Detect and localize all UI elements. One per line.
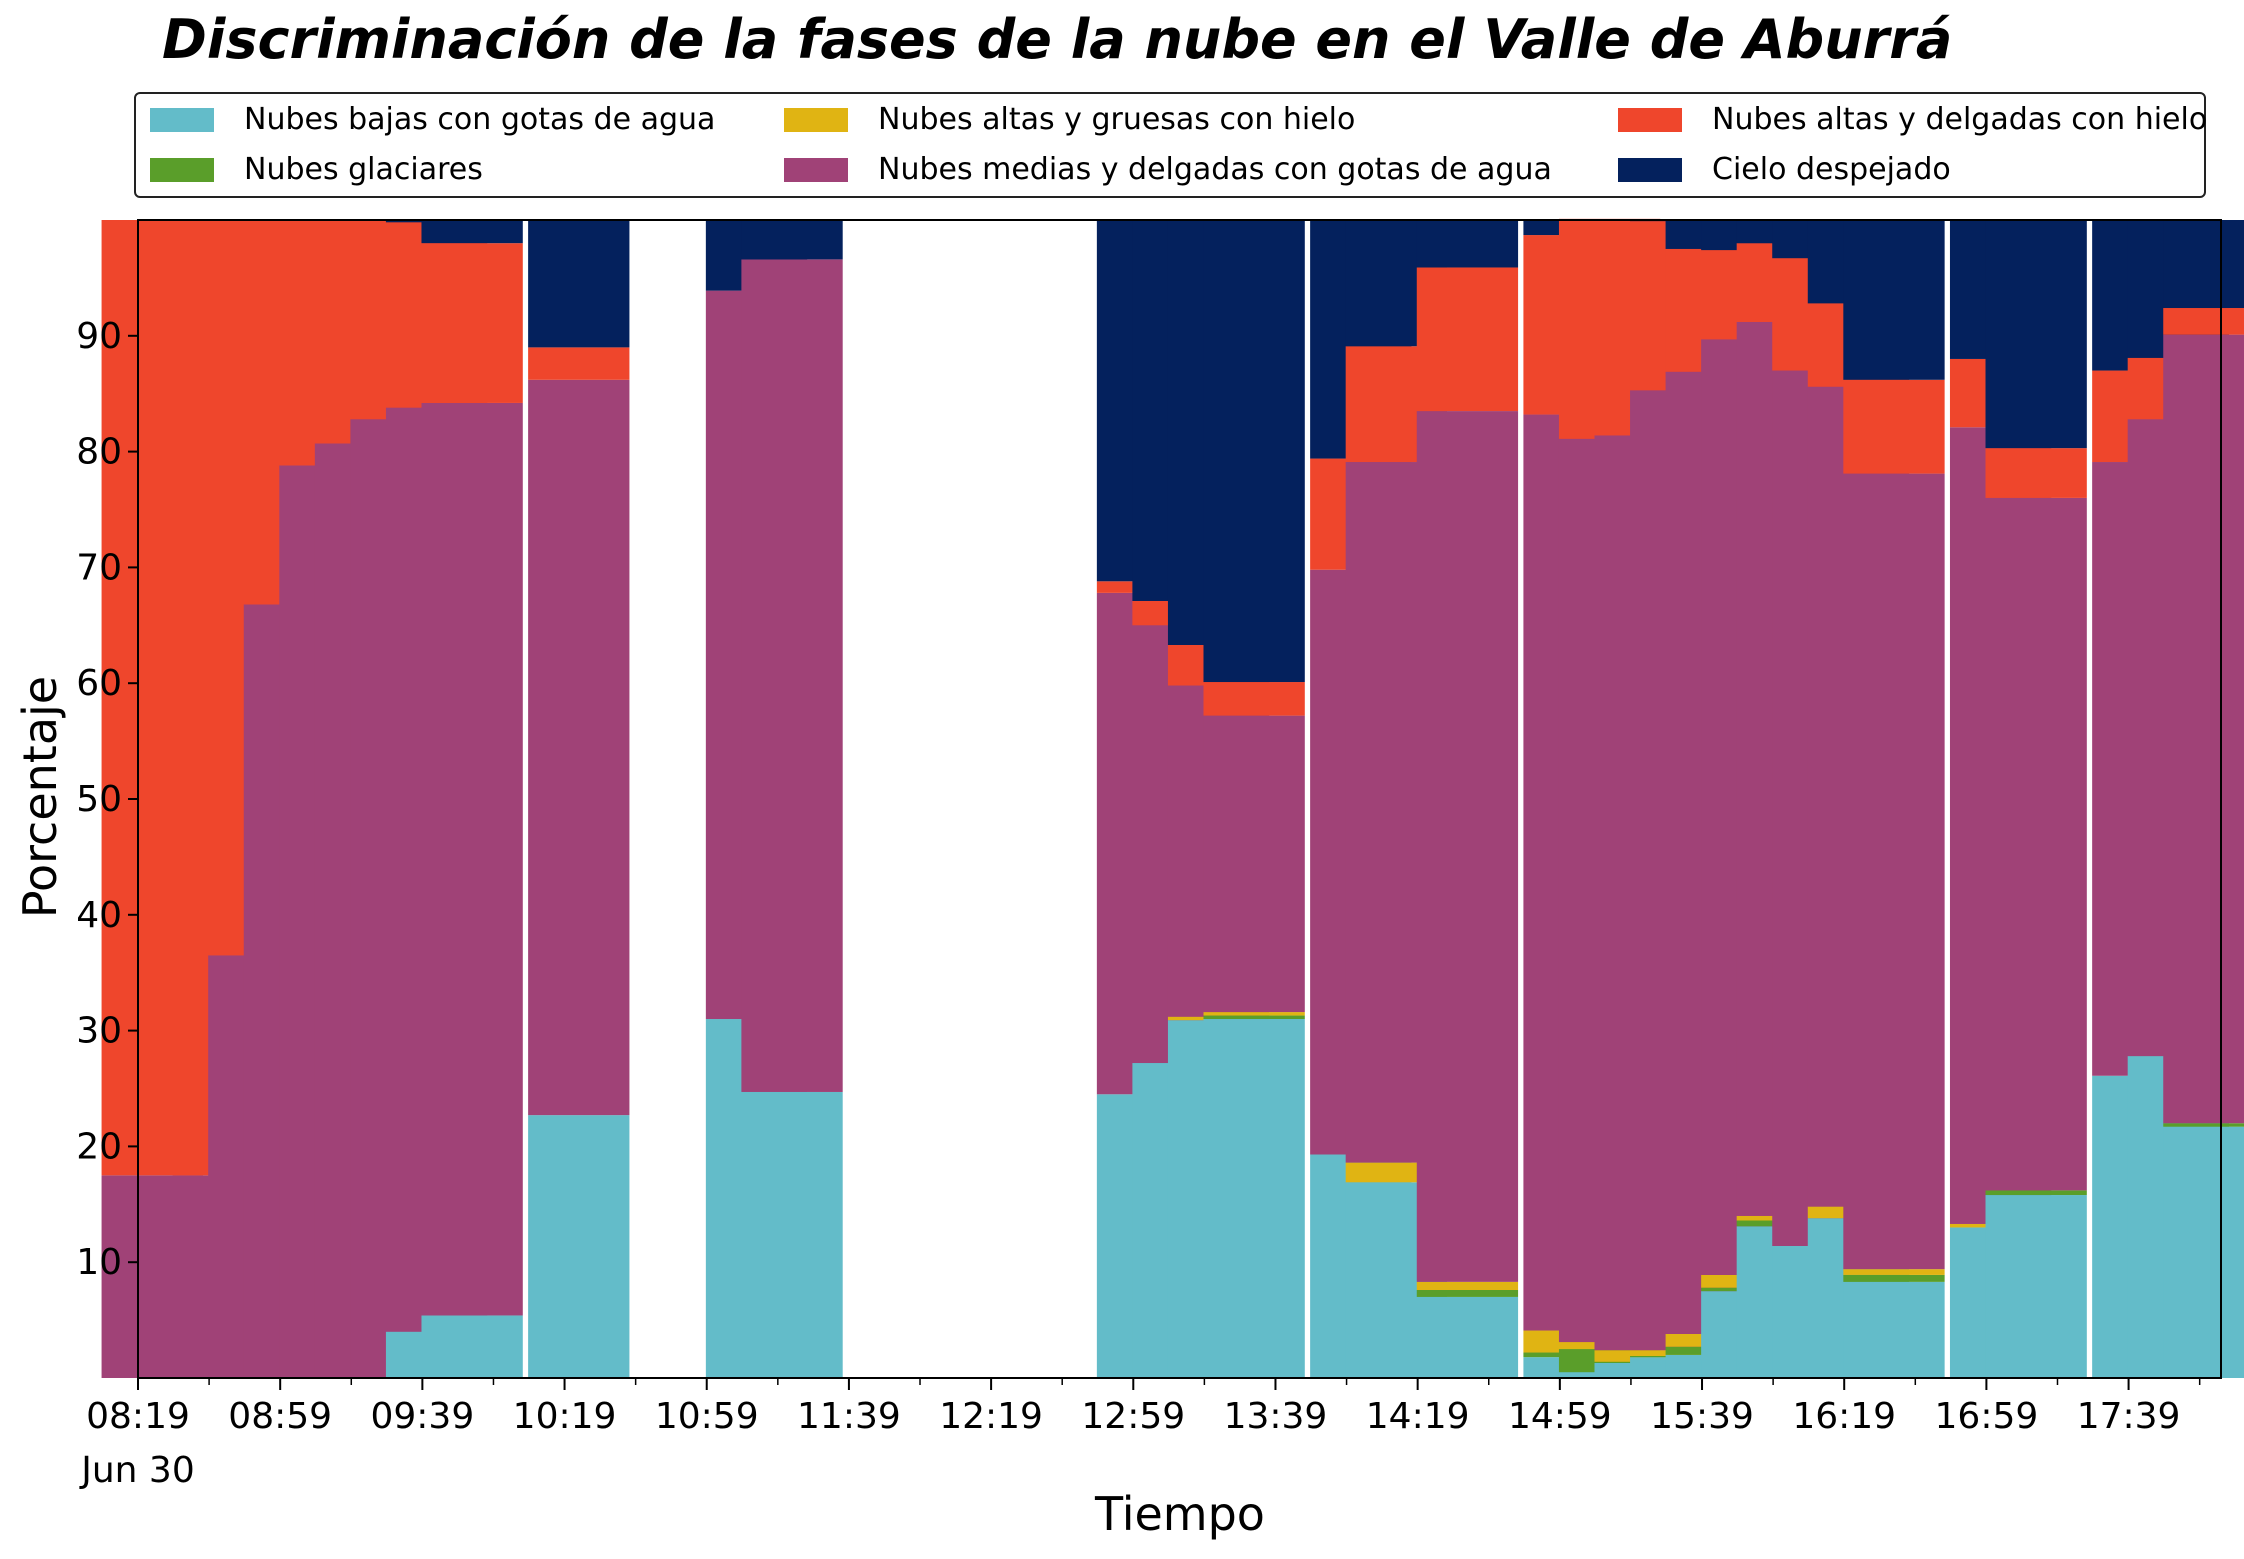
y-tick-label: 90 [76, 316, 122, 357]
legend-label: Nubes altas y gruesas con hielo [878, 102, 1356, 137]
bar-segment [1843, 1274, 1945, 1282]
bar-segment [421, 402, 523, 1316]
bar-segment [2163, 220, 2244, 309]
x-tick-label: 09:39 [370, 1396, 474, 1437]
bar-segment [421, 243, 523, 403]
legend-swatch [784, 107, 848, 132]
x-axis: 08:19 Jun 30 08:59 09:39 10:19 10:59 11:39 12:1… [79, 1378, 2201, 1491]
bar-segment [1985, 220, 2087, 449]
bar-segment [1203, 1015, 1305, 1020]
legend-item: Cielo despejado [1618, 152, 1951, 187]
bar-segment [1843, 379, 1945, 474]
bar-segment [528, 1115, 630, 1378]
bar-segment [2163, 308, 2244, 335]
bar-segment [741, 259, 843, 1092]
bar-segment [1416, 1289, 1519, 1297]
y-tick-label: 20 [76, 1126, 122, 1167]
bar-segment [1203, 1012, 1305, 1016]
legend-label: Nubes altas y delgadas con hielo [1712, 102, 2208, 137]
bar-segment [1203, 682, 1305, 716]
bar-segment [1416, 1296, 1519, 1378]
bar-segment [1843, 1281, 1945, 1378]
bar-segment [528, 220, 630, 348]
bar-segment [528, 379, 630, 1116]
bar-segment [1843, 1269, 1945, 1275]
legend-item: Nubes glaciares [150, 152, 483, 187]
bar-segment [2163, 1126, 2244, 1378]
bars-layer [101, 218, 2244, 1378]
x-tick-label: 10:59 [655, 1396, 759, 1437]
x-tick-label: 16:59 [1935, 1396, 2039, 1437]
bar-segment [1985, 497, 2087, 1191]
legend: Nubes bajas con gotas de agua Nubes glac… [134, 92, 2207, 198]
legend-swatch [1618, 107, 1682, 132]
x-tick-label: 16:19 [1792, 1396, 1896, 1437]
legend-item: Nubes altas y gruesas con hielo [784, 102, 1355, 137]
bar-segment [1416, 267, 1519, 412]
chart-title: Discriminación de la fases de la nube en… [162, 8, 1953, 71]
bar-segment [1203, 715, 1305, 1013]
legend-swatch [150, 107, 214, 132]
bar-segment [1203, 1019, 1305, 1378]
bar-segment [741, 220, 843, 260]
bar-segment [2163, 1123, 2244, 1127]
x-tick-label: 15:39 [1650, 1396, 1754, 1437]
bar-segment [1985, 1190, 2087, 1196]
y-tick-label: 60 [76, 663, 122, 704]
x-tick-label: 17:39 [2077, 1396, 2181, 1437]
bar-segment [1203, 220, 1305, 683]
bar-segment [528, 347, 630, 380]
y-tick-label: 40 [76, 895, 122, 936]
x-tick-label: 13:39 [1224, 1396, 1328, 1437]
bar-segment [421, 220, 523, 244]
bar-segment [421, 1315, 523, 1378]
y-tick-label: 30 [76, 1011, 122, 1052]
x-tick-label: 08:19 [86, 1396, 190, 1437]
bar-segment [1843, 220, 1945, 380]
legend-label: Nubes bajas con gotas de agua [244, 102, 716, 137]
legend-label: Cielo despejado [1712, 152, 1951, 187]
x-axis-label: Tiempo [1094, 1487, 1265, 1541]
y-tick-label: 10 [76, 1242, 122, 1283]
x-tick-label: 12:59 [1081, 1396, 1185, 1437]
bar-segment [1985, 1195, 2087, 1378]
legend-item: Nubes medias y delgadas con gotas de agu… [784, 152, 1552, 187]
bar-segment [1416, 220, 1519, 268]
x-tick-label: 10:19 [513, 1396, 617, 1437]
legend-label: Nubes glaciares [244, 152, 483, 187]
y-axis-label: Porcentaje [13, 676, 67, 918]
x-tick-label: 11:39 [797, 1396, 901, 1437]
legend-label: Nubes medias y delgadas con gotas de agu… [878, 152, 1552, 187]
y-tick-label: 50 [76, 779, 122, 820]
x-tick-label: 14:19 [1366, 1396, 1470, 1437]
y-tick-label: 70 [76, 547, 122, 588]
legend-swatch [1618, 157, 1682, 182]
y-axis: 10 20 30 40 50 60 70 80 90 [76, 316, 138, 1283]
x-tick-label: 12:19 [939, 1396, 1043, 1437]
x-tick-label: 14:59 [1508, 1396, 1612, 1437]
bar-segment [1985, 448, 2087, 498]
legend-swatch [784, 157, 848, 182]
y-tick-label: 80 [76, 432, 122, 473]
x-tick-label: 08:59 [228, 1396, 332, 1437]
legend-item: Nubes altas y delgadas con hielo [1618, 102, 2207, 137]
legend-item: Nubes bajas con gotas de agua [150, 102, 715, 137]
bar-segment [1416, 411, 1519, 1282]
bar-segment [1416, 1281, 1519, 1290]
legend-swatch [150, 157, 214, 182]
bar-segment [741, 1091, 843, 1378]
x-tick-date-label: Jun 30 [79, 1450, 195, 1491]
bar-segment [2163, 334, 2244, 1124]
bar-segment [1843, 473, 1945, 1270]
